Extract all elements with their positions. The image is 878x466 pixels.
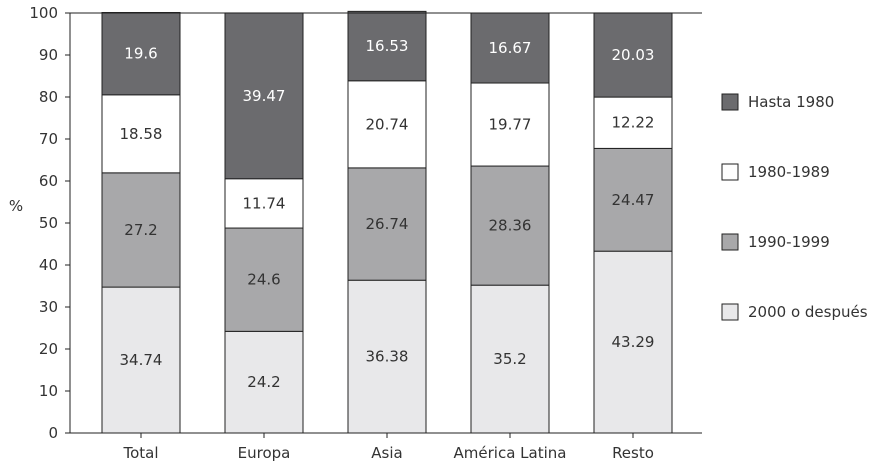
data-label: 24.47 xyxy=(612,191,655,209)
data-label: 20.74 xyxy=(366,115,409,133)
data-label: 12.22 xyxy=(612,114,655,132)
bar-segment xyxy=(224,227,304,332)
legend-swatch xyxy=(721,163,739,181)
data-label: 16.67 xyxy=(489,39,532,57)
data-label: 16.53 xyxy=(366,37,409,55)
data-label: 36.38 xyxy=(366,348,409,366)
y-tick-label: 80 xyxy=(39,88,58,106)
y-tick-label: 10 xyxy=(39,382,58,400)
bar-segment xyxy=(347,80,427,169)
bar-group: 34.74 27.2 18.58 19.6 xyxy=(101,11,181,434)
legend-item: 2000 o después xyxy=(721,303,868,321)
y-axis-label: % xyxy=(9,197,23,215)
data-label: 39.47 xyxy=(243,87,286,105)
bar-segment xyxy=(101,286,181,434)
x-tick-label: Europa xyxy=(238,444,291,462)
bar-group: 43.29 24.47 12.22 20.03 xyxy=(593,12,673,434)
bar-segment xyxy=(470,12,550,84)
y-tick-label: 70 xyxy=(39,130,58,148)
bar-segment xyxy=(593,12,673,98)
bar-group: 24.2 24.6 11.74 39.47 xyxy=(224,12,304,434)
y-tick-label: 40 xyxy=(39,256,58,274)
data-label: 26.74 xyxy=(366,215,409,233)
bar-segment xyxy=(593,250,673,434)
legend-label: 2000 o después xyxy=(748,303,868,321)
legend-item: Hasta 1980 xyxy=(721,93,834,111)
data-label: 24.2 xyxy=(247,373,280,391)
legend-swatch xyxy=(721,233,739,251)
data-label: 35.2 xyxy=(493,350,526,368)
bar-segment xyxy=(101,11,181,96)
data-label: 24.6 xyxy=(247,271,280,289)
data-label: 28.36 xyxy=(489,217,532,235)
legend-item: 1980-1989 xyxy=(721,163,830,181)
bar-segment xyxy=(470,82,550,167)
data-label: 19.6 xyxy=(124,45,157,63)
data-label: 43.29 xyxy=(612,333,655,351)
y-tick-label: 50 xyxy=(39,214,58,232)
bar-segment xyxy=(101,172,181,288)
legend-swatch xyxy=(721,303,739,321)
data-label: 19.77 xyxy=(489,116,532,134)
legend-label: 1980-1989 xyxy=(748,163,830,181)
legend-item: 1990-1999 xyxy=(721,233,830,251)
data-label: 27.2 xyxy=(124,221,157,239)
bar-group: 36.38 26.74 20.74 16.53 xyxy=(347,10,427,434)
bar-segment xyxy=(470,165,550,286)
y-tick-label: 90 xyxy=(39,46,58,64)
bar-segment xyxy=(593,147,673,252)
y-tick-label: 60 xyxy=(39,172,58,190)
bar-segment xyxy=(224,12,304,180)
y-axis: 0 10 20 30 40 50 60 70 80 90 100 xyxy=(29,4,71,442)
legend-label: Hasta 1980 xyxy=(748,93,834,111)
y-tick-label: 100 xyxy=(29,4,58,22)
bar-segment xyxy=(347,167,427,281)
legend-label: 1990-1999 xyxy=(748,233,830,251)
data-label: 11.74 xyxy=(243,194,286,212)
bars: 34.74 27.2 18.58 19.6 24.2 24.6 11.74 39.47 36.3… xyxy=(101,10,673,434)
y-tick-label: 0 xyxy=(48,424,58,442)
data-label: 20.03 xyxy=(612,46,655,64)
x-tick-label: Resto xyxy=(612,444,654,462)
y-tick-label: 20 xyxy=(39,340,58,358)
x-tick-label: Asia xyxy=(371,444,402,462)
x-tick-label: América Latina xyxy=(454,444,567,462)
bar-segment xyxy=(224,178,304,229)
bar-segment xyxy=(593,96,673,149)
y-tick-label: 30 xyxy=(39,298,58,316)
legend: Hasta 1980 1980-1989 1990-1999 2000 o despu… xyxy=(721,93,868,321)
x-tick-label: Total xyxy=(122,444,158,462)
bar-segment xyxy=(347,10,427,82)
data-label: 18.58 xyxy=(120,125,163,143)
data-label: 34.74 xyxy=(120,351,163,369)
bar-group: 35.2 28.36 19.77 16.67 xyxy=(470,12,550,434)
legend-swatch xyxy=(721,93,739,111)
x-axis: Total Europa Asia América Latina Resto xyxy=(70,12,702,462)
